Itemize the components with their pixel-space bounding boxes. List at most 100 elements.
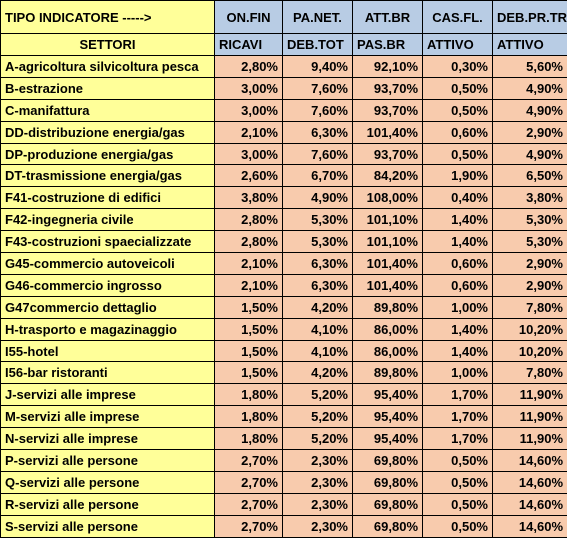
value-cell[interactable]: 4,90% xyxy=(492,98,567,122)
value-cell[interactable]: 1,80% xyxy=(214,383,283,407)
sector-cell[interactable]: B-estrazione xyxy=(0,76,215,100)
sector-cell[interactable]: R-servizi alle persone xyxy=(0,492,215,516)
value-cell[interactable]: 4,10% xyxy=(282,317,353,341)
value-cell[interactable]: 4,90% xyxy=(282,186,353,210)
value-cell[interactable]: 1,50% xyxy=(214,339,283,363)
value-cell[interactable]: 2,60% xyxy=(214,164,283,188)
value-cell[interactable]: 0,50% xyxy=(422,449,493,472)
value-cell[interactable]: 7,80% xyxy=(492,295,567,319)
value-cell[interactable]: 95,40% xyxy=(352,427,423,451)
value-cell[interactable]: 0,60% xyxy=(422,120,493,144)
value-cell[interactable]: 84,20% xyxy=(352,164,423,188)
value-cell[interactable]: 3,80% xyxy=(214,186,283,210)
sector-cell[interactable]: G47commercio dettaglio xyxy=(0,295,215,319)
value-cell[interactable]: 0,30% xyxy=(422,55,493,78)
value-cell[interactable]: 2,80% xyxy=(214,208,283,232)
value-cell[interactable]: 14,60% xyxy=(492,492,567,516)
value-cell[interactable]: 5,60% xyxy=(492,55,567,78)
base-header-cell[interactable]: DEB.TOT xyxy=(282,33,353,56)
value-cell[interactable]: 5,30% xyxy=(492,230,567,254)
value-cell[interactable]: 1,40% xyxy=(422,317,493,341)
value-cell[interactable]: 4,90% xyxy=(492,76,567,100)
sector-cell[interactable]: I56-bar ristoranti xyxy=(0,361,215,385)
value-cell[interactable]: 1,70% xyxy=(422,427,493,451)
value-cell[interactable]: 5,30% xyxy=(282,208,353,232)
value-cell[interactable]: 1,00% xyxy=(422,295,493,319)
value-cell[interactable]: 3,80% xyxy=(492,186,567,210)
value-cell[interactable]: 6,50% xyxy=(492,164,567,188)
value-cell[interactable]: 1,50% xyxy=(214,317,283,341)
value-cell[interactable]: 7,60% xyxy=(282,76,353,100)
value-cell[interactable]: 0,50% xyxy=(422,142,493,166)
value-cell[interactable]: 0,60% xyxy=(422,273,493,297)
value-cell[interactable]: 86,00% xyxy=(352,339,423,363)
value-cell[interactable]: 2,10% xyxy=(214,120,283,144)
sector-cell[interactable]: P-servizi alle persone xyxy=(0,449,215,472)
sector-cell[interactable]: DD-distribuzione energia/gas xyxy=(0,120,215,144)
base-header-cell[interactable]: RICAVI xyxy=(214,33,283,56)
value-cell[interactable]: 0,40% xyxy=(422,186,493,210)
sector-cell[interactable]: N-servizi alle imprese xyxy=(0,427,215,451)
value-cell[interactable]: 7,60% xyxy=(282,98,353,122)
value-cell[interactable]: 3,00% xyxy=(214,142,283,166)
value-cell[interactable]: 95,40% xyxy=(352,405,423,429)
value-cell[interactable]: 92,10% xyxy=(352,55,423,78)
value-cell[interactable]: 4,20% xyxy=(282,295,353,319)
sector-cell[interactable]: Q-servizi alle persone xyxy=(0,470,215,494)
base-header-cell[interactable]: ATTIVO xyxy=(492,33,567,56)
value-cell[interactable]: 14,60% xyxy=(492,514,567,538)
value-cell[interactable]: 1,80% xyxy=(214,405,283,429)
value-cell[interactable]: 4,20% xyxy=(282,361,353,385)
value-cell[interactable]: 1,90% xyxy=(422,164,493,188)
value-cell[interactable]: 11,90% xyxy=(492,383,567,407)
sector-cell[interactable]: H-trasporto e magazinaggio xyxy=(0,317,215,341)
value-cell[interactable]: 2,70% xyxy=(214,470,283,494)
value-cell[interactable]: 2,90% xyxy=(492,252,567,275)
base-header-cell[interactable]: PAS.BR xyxy=(352,33,423,56)
value-cell[interactable]: 89,80% xyxy=(352,361,423,385)
value-cell[interactable]: 10,20% xyxy=(492,317,567,341)
value-cell[interactable]: 69,80% xyxy=(352,492,423,516)
value-cell[interactable]: 11,90% xyxy=(492,405,567,429)
value-cell[interactable]: 0,60% xyxy=(422,252,493,275)
value-cell[interactable]: 5,20% xyxy=(282,383,353,407)
value-cell[interactable]: 89,80% xyxy=(352,295,423,319)
value-cell[interactable]: 9,40% xyxy=(282,55,353,78)
indicator-header-cell[interactable]: ATT.BR xyxy=(352,0,423,34)
base-header-cell[interactable]: ATTIVO xyxy=(422,33,493,56)
value-cell[interactable]: 93,70% xyxy=(352,98,423,122)
value-cell[interactable]: 6,30% xyxy=(282,120,353,144)
value-cell[interactable]: 0,50% xyxy=(422,470,493,494)
sector-cell[interactable]: G45-commercio autoveicoli xyxy=(0,252,215,275)
indicator-header-cell[interactable]: CAS.FL. xyxy=(422,0,493,34)
value-cell[interactable]: 1,50% xyxy=(214,361,283,385)
sector-cell[interactable]: S-servizi alle persone xyxy=(0,514,215,538)
sector-cell[interactable]: A-agricoltura silvicoltura pesca xyxy=(0,55,215,78)
value-cell[interactable]: 1,80% xyxy=(214,427,283,451)
value-cell[interactable]: 11,90% xyxy=(492,427,567,451)
value-cell[interactable]: 5,30% xyxy=(492,208,567,232)
value-cell[interactable]: 101,40% xyxy=(352,120,423,144)
sector-cell[interactable]: J-servizi alle imprese xyxy=(0,383,215,407)
sector-cell[interactable]: F41-costruzione di edifici xyxy=(0,186,215,210)
value-cell[interactable]: 2,30% xyxy=(282,470,353,494)
value-cell[interactable]: 2,30% xyxy=(282,449,353,472)
value-cell[interactable]: 1,50% xyxy=(214,295,283,319)
value-cell[interactable]: 2,70% xyxy=(214,449,283,472)
value-cell[interactable]: 10,20% xyxy=(492,339,567,363)
value-cell[interactable]: 2,80% xyxy=(214,55,283,78)
value-cell[interactable]: 1,40% xyxy=(422,339,493,363)
value-cell[interactable]: 2,90% xyxy=(492,120,567,144)
value-cell[interactable]: 2,10% xyxy=(214,273,283,297)
value-cell[interactable]: 2,70% xyxy=(214,514,283,538)
value-cell[interactable]: 93,70% xyxy=(352,76,423,100)
value-cell[interactable]: 93,70% xyxy=(352,142,423,166)
value-cell[interactable]: 5,20% xyxy=(282,427,353,451)
value-cell[interactable]: 4,10% xyxy=(282,339,353,363)
value-cell[interactable]: 1,00% xyxy=(422,361,493,385)
value-cell[interactable]: 0,50% xyxy=(422,76,493,100)
value-cell[interactable]: 101,40% xyxy=(352,252,423,275)
sector-cell[interactable]: M-servizi alle imprese xyxy=(0,405,215,429)
value-cell[interactable]: 6,30% xyxy=(282,273,353,297)
indicator-header-cell[interactable]: PA.NET. xyxy=(282,0,353,34)
